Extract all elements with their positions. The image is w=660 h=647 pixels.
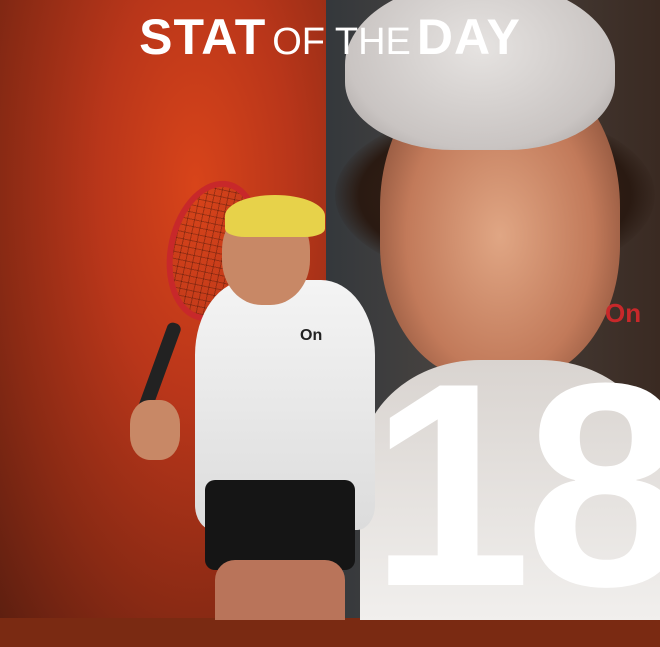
player-action-cap [225, 195, 325, 237]
player-action-leg [215, 560, 345, 620]
title-of-the: OF THE [272, 21, 411, 63]
title-stat: STAT [139, 9, 267, 65]
stat-value: 18 [370, 323, 660, 647]
player-action-shorts [205, 480, 355, 570]
shirt-logo: On [300, 327, 323, 344]
player-portrait-shirt [360, 360, 660, 620]
player-action-arm [130, 400, 180, 460]
page-title: STAT OF THE DAY [0, 8, 660, 66]
player-portrait-cap [345, 0, 615, 150]
portrait-shirt-logo: On [605, 298, 642, 328]
title-day: DAY [416, 9, 521, 65]
